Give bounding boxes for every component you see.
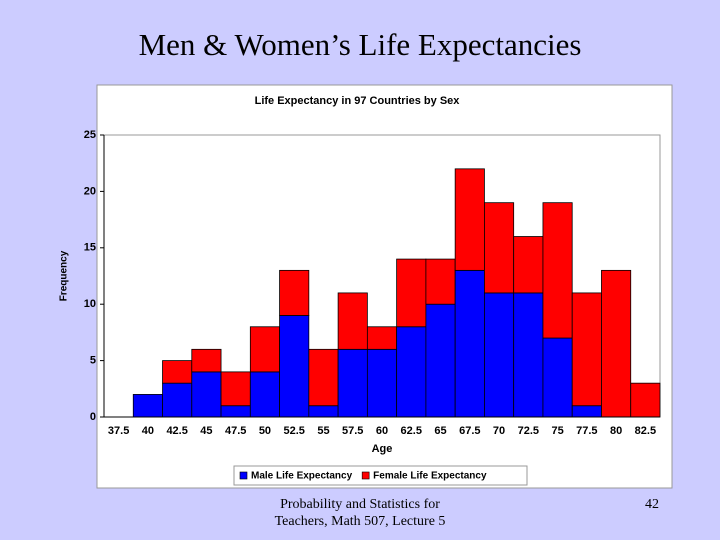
bar xyxy=(308,348,339,407)
legend xyxy=(233,465,528,486)
x-tick-label: 45 xyxy=(200,425,212,437)
bar xyxy=(484,292,515,418)
x-tick-label: 57.5 xyxy=(342,425,363,437)
x-axis-label: Age xyxy=(372,443,393,455)
slide-title: Men & Women’s Life Expectancies xyxy=(139,27,582,62)
bar xyxy=(542,337,573,418)
x-tick-label: 40 xyxy=(142,425,154,437)
bar xyxy=(220,371,251,407)
x-tick-label: 55 xyxy=(317,425,329,437)
x-tick-label: 47.5 xyxy=(225,425,246,437)
bar xyxy=(601,269,632,418)
x-tick-label: 67.5 xyxy=(459,425,480,437)
chart-title: Life Expectancy in 97 Countries by Sex xyxy=(255,95,461,107)
y-tick-label: 5 xyxy=(90,355,96,367)
footer-line: Teachers, Math 507, Lecture 5 xyxy=(275,514,446,529)
bar xyxy=(396,326,427,418)
x-tick-label: 75 xyxy=(551,425,563,437)
bar xyxy=(542,202,573,339)
x-tick-label: 65 xyxy=(434,425,446,437)
legend-label: Male Life Expectancy xyxy=(251,471,353,482)
legend-swatch xyxy=(239,471,248,480)
bar xyxy=(162,360,193,384)
x-tick-label: 42.5 xyxy=(166,425,187,437)
bar xyxy=(279,315,310,418)
bar xyxy=(191,348,222,373)
legend-label: Female Life Expectancy xyxy=(373,471,487,482)
bar xyxy=(132,394,163,418)
bar xyxy=(571,292,602,407)
x-tick-label: 82.5 xyxy=(635,425,656,437)
bar xyxy=(425,258,456,305)
x-tick-label: 70 xyxy=(493,425,505,437)
page-number: 42 xyxy=(645,497,659,512)
bar xyxy=(308,405,339,418)
bar xyxy=(630,382,661,418)
bar xyxy=(513,292,544,418)
bar xyxy=(191,371,222,418)
bar xyxy=(220,405,251,418)
x-tick-label: 37.5 xyxy=(108,425,129,437)
footer-line: Probability and Statistics for xyxy=(280,497,440,512)
x-tick-label: 52.5 xyxy=(283,425,304,437)
bar xyxy=(454,168,485,271)
bar xyxy=(337,292,368,350)
y-tick-label: 15 xyxy=(84,242,96,254)
bar xyxy=(513,236,544,294)
bar xyxy=(337,348,368,418)
x-tick-label: 60 xyxy=(376,425,388,437)
bar xyxy=(396,258,427,328)
bar xyxy=(454,269,485,418)
bar xyxy=(425,303,456,418)
bar xyxy=(279,269,310,316)
y-tick-label: 0 xyxy=(90,411,96,423)
bar xyxy=(249,326,280,373)
bar xyxy=(366,348,398,418)
x-tick-label: 80 xyxy=(610,425,622,437)
y-tick-label: 20 xyxy=(84,185,96,197)
bar xyxy=(249,371,280,418)
legend-swatch xyxy=(361,471,370,480)
bar xyxy=(162,382,193,418)
x-tick-label: 50 xyxy=(259,425,271,437)
y-tick-label: 25 xyxy=(84,129,96,141)
y-tick-label: 10 xyxy=(84,298,96,310)
y-axis-label: Frequency xyxy=(59,250,70,301)
bar xyxy=(366,326,398,350)
x-tick-label: 72.5 xyxy=(518,425,539,437)
bar xyxy=(571,405,602,418)
x-tick-label: 62.5 xyxy=(401,425,422,437)
bar xyxy=(484,202,515,294)
x-tick-label: 77.5 xyxy=(576,425,597,437)
